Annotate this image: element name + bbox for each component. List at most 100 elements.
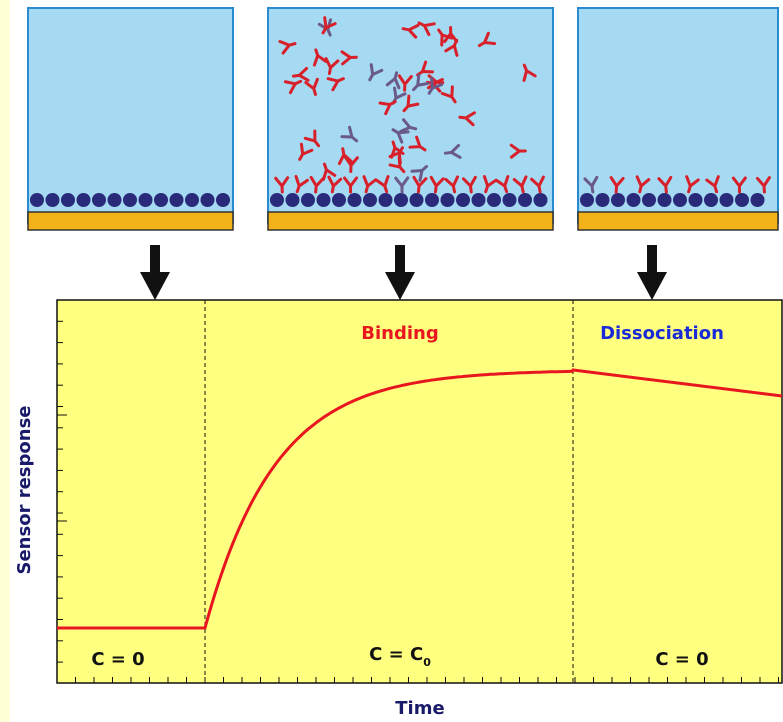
- ligand: [440, 193, 455, 207]
- antibody: [327, 175, 343, 194]
- antibody: [512, 175, 528, 194]
- concentration-label: C = 0: [655, 649, 708, 670]
- arrows: [140, 245, 667, 300]
- ligand: [92, 193, 106, 207]
- antibody: [444, 175, 460, 194]
- ligand: [216, 193, 230, 207]
- antibody: [378, 100, 397, 116]
- antibody: [458, 111, 476, 127]
- ligand: [518, 193, 532, 207]
- buffer: [267, 7, 554, 224]
- response-curve: [57, 368, 783, 630]
- antibody: [321, 16, 337, 35]
- antibody: [397, 74, 413, 92]
- antibody: [324, 57, 340, 76]
- panels: [27, 7, 779, 231]
- arrow: [385, 245, 415, 300]
- ligand: [750, 193, 765, 207]
- antibody: [340, 50, 358, 66]
- antibody: [343, 176, 359, 194]
- antibody: [399, 118, 418, 133]
- antibody: [440, 85, 457, 104]
- antibody: [291, 66, 310, 82]
- ligand: [363, 193, 377, 207]
- y-axis-label: Sensor response: [14, 406, 35, 575]
- ligand: [394, 193, 408, 207]
- antibody: [408, 135, 427, 152]
- antibody: [530, 175, 545, 194]
- antibody: [461, 175, 477, 194]
- buffer: [577, 7, 779, 224]
- antibody: [731, 176, 747, 194]
- antibody: [304, 77, 319, 96]
- ligand: [502, 193, 517, 207]
- side-strip: [0, 0, 10, 722]
- plot-area: [56, 299, 783, 684]
- antibody: [274, 176, 290, 194]
- antibody: [362, 175, 378, 194]
- ligand: [595, 193, 610, 207]
- antibody: [412, 175, 428, 194]
- antibody: [375, 175, 390, 194]
- ligand: [347, 193, 362, 207]
- antibody: [412, 73, 430, 92]
- antibody: [509, 143, 527, 159]
- concentration-text: C = C: [369, 644, 423, 665]
- ligand: [611, 193, 625, 207]
- ligand: [138, 193, 153, 207]
- ligand: [378, 193, 393, 207]
- antibody: [429, 175, 445, 194]
- antibody: [583, 175, 599, 194]
- antibody: [522, 63, 537, 82]
- phase-label: Dissociation: [600, 323, 724, 344]
- ligand: [61, 193, 75, 207]
- ligand: [626, 193, 641, 207]
- antibody: [755, 176, 771, 194]
- ligand: [409, 193, 424, 207]
- ligand: [285, 193, 300, 207]
- ligand: [673, 193, 687, 207]
- antibody: [298, 142, 314, 161]
- ligand: [735, 193, 749, 207]
- ligand: [316, 193, 331, 207]
- antibody: [443, 143, 462, 159]
- antibody: [437, 28, 454, 47]
- antibody: [312, 48, 328, 67]
- ligand: [123, 193, 137, 207]
- antibody: [294, 174, 309, 194]
- ligand: [185, 193, 199, 207]
- axis-ticks: [56, 299, 779, 683]
- concentration-subscript: 0: [423, 656, 431, 669]
- arrow: [637, 245, 667, 300]
- sensor-panel: [27, 7, 234, 231]
- antibody: [609, 176, 625, 194]
- antibody: [303, 129, 321, 148]
- ligand: [456, 193, 470, 207]
- ligand: [580, 193, 594, 207]
- antibody: [685, 175, 700, 194]
- antibody: [410, 165, 428, 182]
- concentration-label: C = C0: [369, 644, 431, 669]
- ligand: [30, 193, 44, 207]
- antibody: [391, 128, 410, 144]
- gold-layer: [577, 211, 779, 231]
- sensor-panel: [577, 7, 779, 231]
- antibody: [388, 155, 406, 174]
- antibody: [705, 175, 720, 194]
- ligand: [76, 193, 91, 207]
- ligand: [642, 193, 656, 207]
- antibody: [482, 175, 498, 194]
- antibody: [401, 23, 420, 39]
- antibody: [340, 125, 359, 143]
- arrow: [140, 245, 170, 300]
- antibody: [444, 38, 459, 57]
- buffer: [27, 7, 234, 224]
- ligand: [107, 193, 122, 207]
- antibody: [657, 175, 673, 194]
- ligand: [719, 193, 734, 207]
- ligand: [704, 193, 718, 207]
- ligand: [688, 193, 703, 207]
- antibody: [385, 71, 401, 90]
- ligand: [154, 193, 168, 207]
